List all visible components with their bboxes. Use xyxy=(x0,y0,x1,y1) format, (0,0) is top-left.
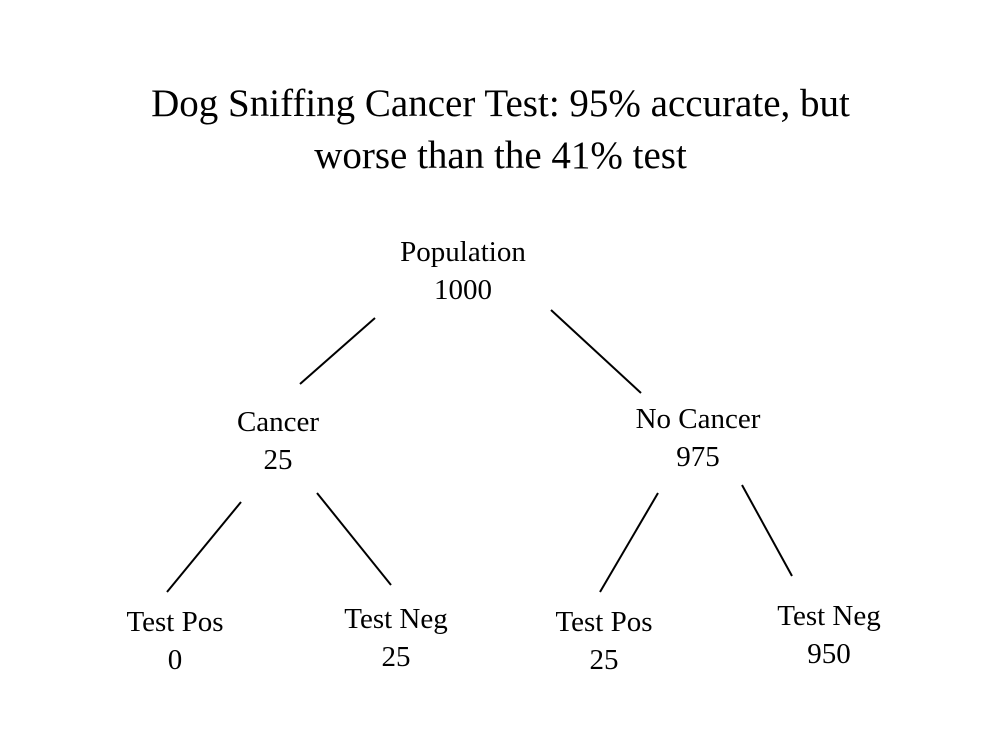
node-no-cancer-test-neg-value: 950 xyxy=(807,638,851,670)
node-cancer-test-pos-label: Test Pos xyxy=(126,606,224,638)
edge-population-to-cancer xyxy=(299,317,376,385)
node-cancer-test-pos-value: 0 xyxy=(167,644,183,676)
node-cancer-value: 25 xyxy=(263,444,293,476)
node-no-cancer-test-pos-value: 25 xyxy=(589,644,619,676)
node-no-cancer-test-pos-label: Test Pos xyxy=(555,606,653,638)
node-population-value: 1000 xyxy=(433,274,492,306)
node-no-cancer: No Cancer 975 xyxy=(636,400,761,476)
node-no-cancer-test-neg: Test Neg 950 xyxy=(777,597,880,673)
node-no-cancer-label: No Cancer xyxy=(635,403,761,435)
node-population: Population 1000 xyxy=(400,233,526,309)
title-line-2: worse than the 41% test xyxy=(314,134,687,177)
edge-cancer-to-test-neg xyxy=(316,492,392,586)
title-line-1: Dog Sniffing Cancer Test: 95% accurate, … xyxy=(151,82,850,125)
node-cancer-label: Cancer xyxy=(236,406,320,438)
edge-no-cancer-to-test-neg xyxy=(741,484,793,577)
node-no-cancer-test-pos: Test Pos 25 xyxy=(555,603,652,679)
node-cancer-test-pos: Test Pos 0 xyxy=(126,603,223,679)
node-cancer-test-neg-label: Test Neg xyxy=(344,603,448,635)
edge-cancer-to-test-pos xyxy=(166,501,242,593)
node-cancer-test-neg-value: 25 xyxy=(381,641,411,673)
node-population-label: Population xyxy=(400,236,526,268)
edge-no-cancer-to-test-pos xyxy=(599,492,659,593)
node-cancer: Cancer 25 xyxy=(237,403,319,479)
node-no-cancer-value: 975 xyxy=(676,441,720,473)
node-cancer-test-neg: Test Neg 25 xyxy=(344,600,447,676)
slide-title: Dog Sniffing Cancer Test: 95% accurate, … xyxy=(0,78,1001,182)
edge-population-to-no-cancer xyxy=(550,309,642,394)
node-no-cancer-test-neg-label: Test Neg xyxy=(777,600,881,632)
